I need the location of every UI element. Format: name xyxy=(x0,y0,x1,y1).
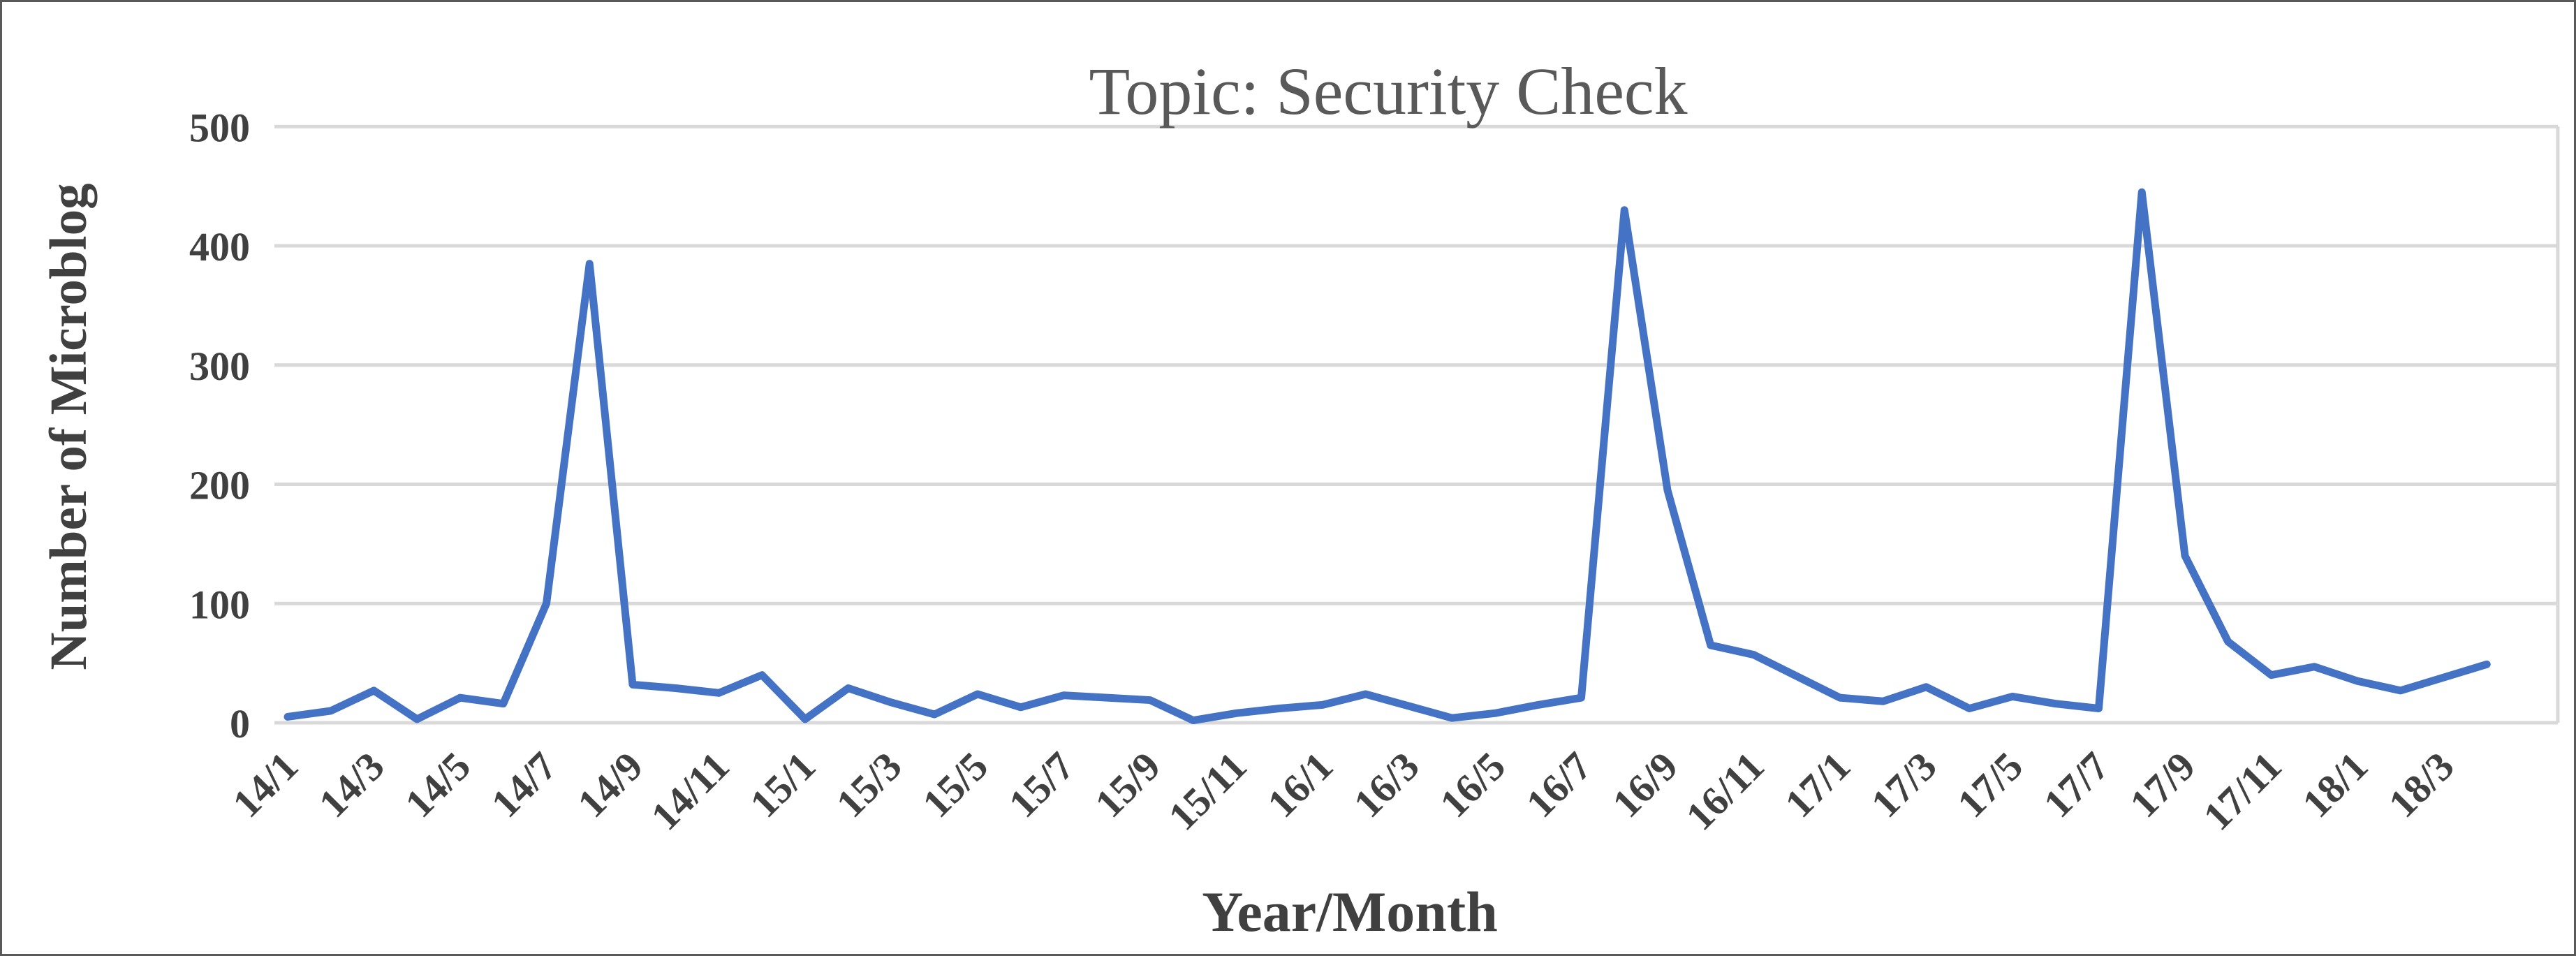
x-tick-label: 15/5 xyxy=(913,743,996,826)
y-tick-label: 300 xyxy=(189,344,250,389)
y-axis-title: Number of Microblog xyxy=(40,183,98,670)
x-tick-label: 18/3 xyxy=(2380,743,2463,826)
y-tick-label: 0 xyxy=(230,701,250,747)
x-tick-label: 17/11 xyxy=(2195,743,2290,839)
y-tick-label: 500 xyxy=(189,105,250,150)
x-tick-label: 17/9 xyxy=(2121,743,2204,826)
x-axis-title: Year/Month xyxy=(1202,880,1498,943)
data-series-line xyxy=(284,188,2491,725)
x-tick-label: 14/1 xyxy=(223,743,307,826)
x-tick-label: 17/5 xyxy=(1948,743,2031,826)
x-tick-labels: 14/1 14/3 14/5 14/7 14/914/11 15/1 15/3 15/5 15/… xyxy=(223,743,2462,839)
x-tick-label: 14/11 xyxy=(642,743,738,839)
y-tick-label: 200 xyxy=(189,463,250,508)
x-tick-label: 16/7 xyxy=(1517,743,1600,826)
y-tick-label: 100 xyxy=(189,582,250,627)
x-tick-label: 14/5 xyxy=(396,743,479,826)
x-tick-label: 17/3 xyxy=(1862,743,1945,826)
gridlines xyxy=(274,124,2560,725)
x-tick-label: 14/3 xyxy=(310,743,393,826)
x-tick-label: 16/11 xyxy=(1677,743,1773,839)
x-tick-label: 14/9 xyxy=(568,743,652,826)
y-tick-label: 400 xyxy=(189,224,250,270)
x-tick-label: 18/1 xyxy=(2293,743,2376,826)
x-tick-label: 15/3 xyxy=(827,743,911,826)
x-tick-label: 16/3 xyxy=(1345,743,1428,826)
x-tick-label: 17/7 xyxy=(2035,743,2118,826)
x-tick-label: 17/1 xyxy=(1776,743,1859,826)
x-tick-label: 15/9 xyxy=(1086,743,1169,826)
x-tick-label: 16/9 xyxy=(1603,743,1686,826)
x-tick-label: 15/11 xyxy=(1160,743,1256,839)
x-tick-label: 15/7 xyxy=(1000,743,1083,826)
x-tick-label: 16/1 xyxy=(1258,743,1341,826)
x-tick-label: 16/5 xyxy=(1431,743,1514,826)
x-tick-label: 15/1 xyxy=(741,743,824,826)
chart-title: Topic: Security Check xyxy=(1089,54,1687,128)
x-tick-label: 14/7 xyxy=(483,743,566,826)
y-tick-labels: 0 100 200 300 400 500 xyxy=(189,105,250,747)
